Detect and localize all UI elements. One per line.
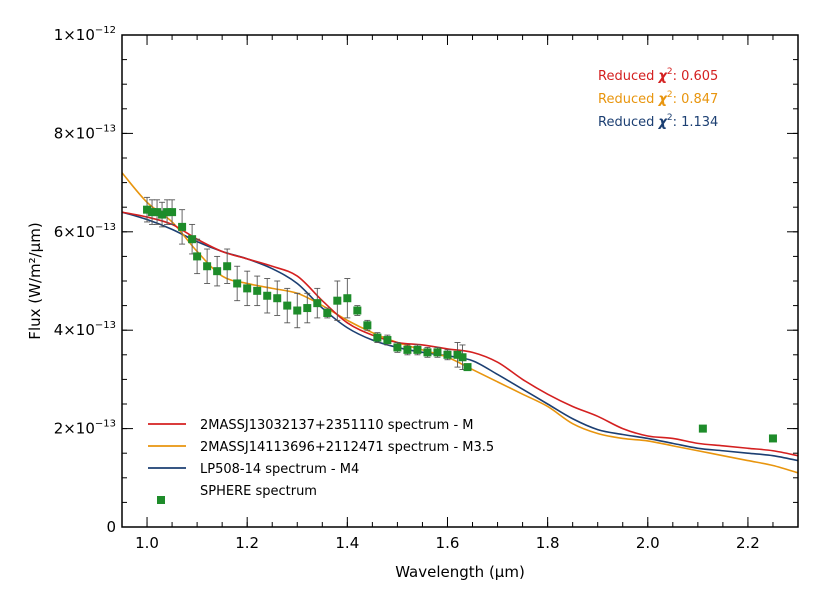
sphere-data-point	[293, 306, 302, 315]
sphere-data-point	[353, 306, 362, 315]
sphere-data-point	[283, 301, 292, 310]
sphere-data-point	[303, 304, 312, 313]
chi-square-annotation: Reduced χ2: 0.847	[598, 90, 718, 107]
sphere-data-point	[158, 210, 167, 219]
sphere-data-point	[393, 343, 402, 352]
sphere-data-point	[698, 424, 707, 433]
legend-label: SPHERE spectrum	[200, 484, 317, 499]
sphere-data-point	[203, 262, 212, 271]
sphere-data-point	[343, 294, 352, 303]
sphere-data-point	[383, 336, 392, 345]
sphere-data-point	[373, 333, 382, 342]
y-axis-title: Flux (W/m²/μm)	[26, 222, 44, 339]
legend-marker-sphere	[157, 496, 165, 504]
sphere-data-point	[243, 284, 252, 293]
sphere-data-point	[433, 348, 442, 357]
sphere-data-point	[453, 350, 462, 359]
annotation-layer: Reduced χ2: 0.605 Reduced χ2: 0.847 Reduce…	[598, 67, 718, 130]
sphere-data-point	[463, 363, 472, 372]
sphere-data-point	[768, 434, 777, 443]
sphere-data-point	[188, 235, 197, 244]
marker-layer	[143, 196, 777, 443]
sphere-data-point	[168, 208, 177, 217]
x-tick-label: 2.2	[736, 534, 760, 552]
sphere-data-point	[323, 308, 332, 317]
x-tick-label: 1.8	[536, 534, 560, 552]
sphere-data-point	[233, 279, 242, 288]
sphere-data-point	[403, 345, 412, 354]
legend: 2MASSJ13032137+2351110 spectrum - M 2MASS…	[148, 418, 494, 504]
series-line-2massj13032137+2351110	[122, 211, 798, 457]
sphere-data-point	[253, 286, 262, 295]
x-tick-label: 2.0	[636, 534, 660, 552]
x-tick-label: 1.4	[335, 534, 359, 552]
sphere-data-point	[263, 291, 272, 300]
legend-label: 2MASSJ14113696+2112471 spectrum - M3.5	[200, 440, 494, 455]
sphere-data-point	[143, 205, 152, 214]
sphere-data-point	[273, 294, 282, 303]
sphere-data-point	[193, 252, 202, 261]
y-tick-label: 0	[106, 518, 116, 536]
x-axis-title: Wavelength (μm)	[395, 563, 525, 581]
chi-square-annotation: Reduced χ2: 0.605	[598, 67, 718, 84]
sphere-data-point	[213, 267, 222, 276]
axes-layer: 1.0 1.2 1.4 1.6 1.8 2.0 2.2 0 2×10−13 4×10−13 6×10…	[26, 25, 799, 581]
y-tick-label: 2×10−13	[54, 419, 116, 438]
sphere-data-point	[178, 222, 187, 231]
sphere-data-point	[148, 208, 157, 217]
legend-label: 2MASSJ13032137+2351110 spectrum - M	[200, 418, 474, 433]
x-tick-label: 1.2	[235, 534, 259, 552]
sphere-data-point	[163, 208, 172, 217]
sphere-data-point	[153, 208, 162, 217]
sphere-data-point	[413, 345, 422, 354]
y-tick-label: 4×10−13	[54, 320, 116, 339]
sphere-data-point	[363, 321, 372, 330]
y-tick-label: 8×10−13	[54, 123, 116, 142]
x-tick-label: 1.0	[135, 534, 159, 552]
sphere-data-point	[443, 350, 452, 359]
sphere-data-point	[223, 262, 232, 271]
sphere-data-point	[333, 296, 342, 305]
chi-square-annotation: Reduced χ2: 1.134	[598, 113, 718, 130]
sphere-data-point	[458, 353, 467, 362]
y-tick-label: 6×10−13	[54, 222, 116, 241]
y-tick-label: 1×10−12	[54, 25, 116, 44]
x-tick-label: 1.6	[436, 534, 460, 552]
sphere-data-point	[423, 348, 432, 357]
sphere-data-point	[313, 299, 322, 308]
legend-label: LP508-14 spectrum - M4	[200, 462, 359, 477]
